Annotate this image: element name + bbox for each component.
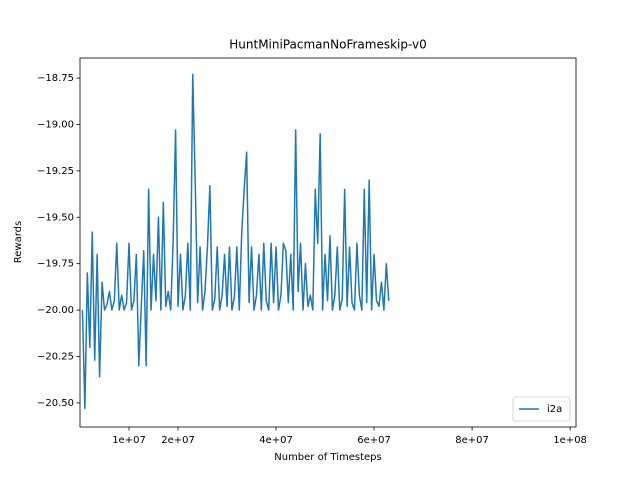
y-tick-label: −20.00 <box>37 305 74 316</box>
plot-frame <box>79 57 577 428</box>
data-line <box>81 73 390 410</box>
y-tick-label: −19.50 <box>37 212 74 223</box>
chart-title: HuntMiniPacmanNoFrameskip-v0 <box>229 38 426 52</box>
x-axis-label: Number of Timesteps <box>274 452 381 463</box>
y-tick-label: −19.25 <box>37 166 74 177</box>
y-tick-label: −19.75 <box>37 259 74 270</box>
x-tick-label: 8e+07 <box>455 435 489 446</box>
y-tick-label: −19.00 <box>37 119 74 130</box>
x-tick-label: 1e+07 <box>112 435 146 446</box>
x-tick-label: 2e+07 <box>161 435 195 446</box>
y-tick-label: −20.25 <box>37 351 74 362</box>
x-tick-label: 6e+07 <box>357 435 391 446</box>
legend-box <box>512 396 571 422</box>
y-axis-label: Rewards <box>13 221 24 263</box>
x-tick-label: 1e+08 <box>553 435 587 446</box>
y-tick-label: −18.75 <box>37 73 74 84</box>
x-tick-label: 4e+07 <box>259 435 293 446</box>
legend-label: i2a <box>547 404 562 415</box>
y-tick-label: −20.50 <box>37 398 74 409</box>
